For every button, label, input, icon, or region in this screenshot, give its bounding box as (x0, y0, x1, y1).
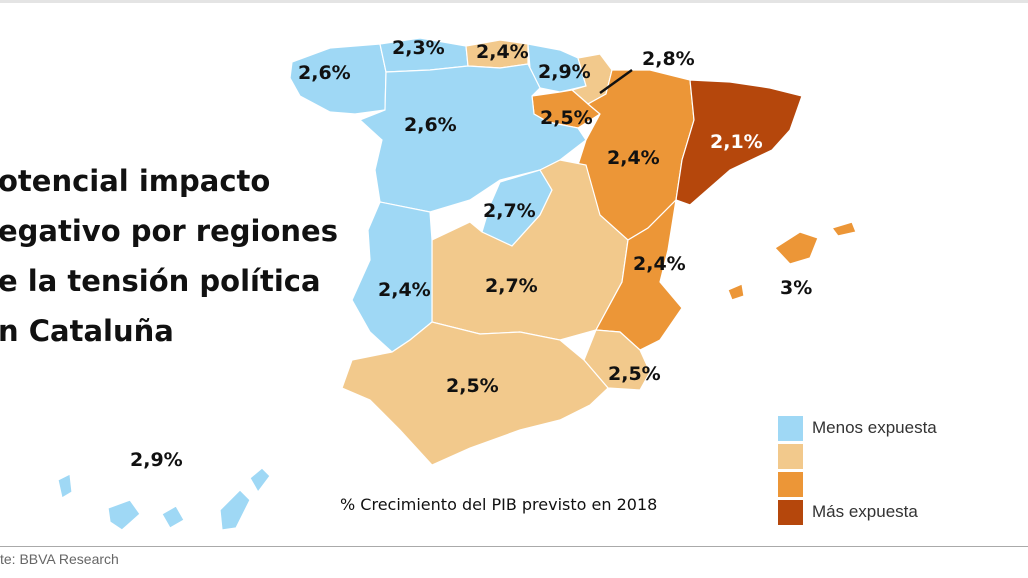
label-andalucia: 2,5% (446, 375, 499, 397)
label-navarra: 2,8% (642, 48, 695, 70)
legend-swatch (778, 443, 803, 469)
label-murcia: 2,5% (608, 363, 661, 385)
legend-item: Más expuesta (778, 498, 937, 526)
region-extremadura (351, 201, 433, 353)
top-border (0, 0, 1028, 3)
label-cataluna: 2,1% (710, 131, 763, 153)
map-caption: % Crecimiento del PIB previsto en 2018 (340, 495, 658, 514)
legend-item (778, 470, 937, 498)
region-canarias (57, 467, 271, 531)
title-line: n Cataluña (0, 314, 174, 348)
legend-item: Menos expuesta (778, 414, 937, 442)
region-andalucia (341, 321, 609, 466)
label-baleares: 3% (780, 277, 813, 299)
region-galicia (289, 43, 387, 115)
legend-swatch (778, 415, 803, 441)
map-title: otencial impacto egativo por regiones e … (0, 156, 338, 356)
title-line: otencial impacto (0, 164, 271, 198)
source-note: te: BBVA Research (0, 551, 119, 567)
label-extremadura: 2,4% (378, 279, 431, 301)
label-aragon: 2,4% (607, 147, 660, 169)
region-cataluna (675, 79, 803, 206)
legend-item (778, 442, 937, 470)
legend: Menos expuesta Más expuesta (778, 414, 937, 526)
label-galicia: 2,6% (298, 62, 351, 84)
title-line: e la tensión política (0, 264, 321, 298)
legend-swatch (778, 499, 803, 525)
navarra-pointer-line (599, 68, 633, 95)
legend-label: Más expuesta (812, 502, 918, 521)
label-comunidad-valenciana: 2,4% (633, 253, 686, 275)
label-asturias: 2,3% (392, 37, 445, 59)
label-pais-vasco: 2,9% (538, 61, 591, 83)
title-line: egativo por regiones (0, 214, 338, 248)
divider (0, 546, 1028, 547)
legend-label: Menos expuesta (812, 418, 937, 437)
label-castilla-y-leon: 2,6% (404, 114, 457, 136)
label-la-rioja: 2,5% (540, 107, 593, 129)
legend-swatch (778, 471, 803, 497)
label-castilla-la-mancha: 2,7% (485, 275, 538, 297)
region-comunidad-valenciana (595, 198, 683, 351)
label-madrid: 2,7% (483, 200, 536, 222)
region-baleares (727, 221, 857, 301)
label-canarias: 2,9% (130, 449, 183, 471)
label-cantabria: 2,4% (476, 41, 529, 63)
